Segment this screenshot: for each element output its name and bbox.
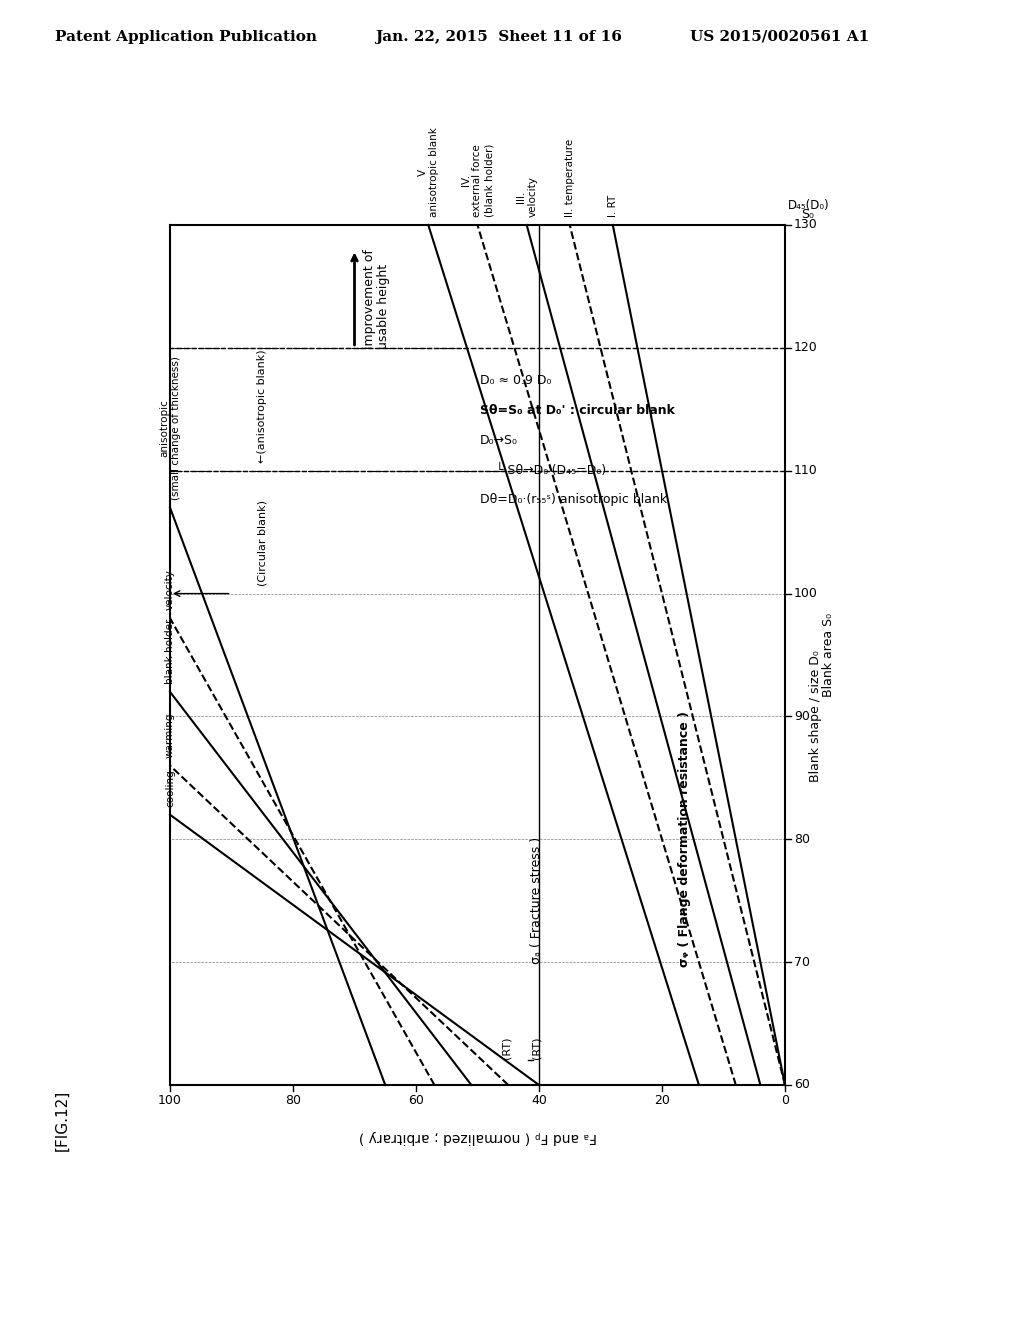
Text: 60: 60 — [794, 1078, 810, 1092]
Text: I. RT: I. RT — [608, 195, 617, 216]
Text: Sθ=S₀ at D₀' : circular blank: Sθ=S₀ at D₀' : circular blank — [480, 404, 675, 417]
Text: improvement of
usable height: improvement of usable height — [362, 248, 390, 348]
Text: (RT): (RT) — [501, 1038, 511, 1060]
Text: Blank shape / size D₀: Blank shape / size D₀ — [809, 651, 821, 783]
Text: II. temperature: II. temperature — [565, 139, 574, 216]
Text: 120: 120 — [794, 342, 818, 354]
Text: anisotropic
(small change of thickness): anisotropic (small change of thickness) — [159, 355, 181, 499]
Text: └ Sθ→D₀'(D₄₅=D₀): └ Sθ→D₀'(D₄₅=D₀) — [480, 463, 606, 477]
Text: D₀→S₀: D₀→S₀ — [480, 433, 518, 446]
Text: Fₐ and Fₚ ( normalized ; arbitrary ): Fₐ and Fₚ ( normalized ; arbitrary ) — [358, 1130, 597, 1144]
Text: Patent Application Publication: Patent Application Publication — [55, 30, 317, 44]
Text: S₀: S₀ — [801, 209, 814, 222]
Text: warming: warming — [165, 711, 175, 758]
Text: σᵩ ( Flange deformation resistance ): σᵩ ( Flange deformation resistance ) — [678, 711, 691, 968]
Text: Dθ=D₀·(r₅₅ˢ) anisotropic blank: Dθ=D₀·(r₅₅ˢ) anisotropic blank — [480, 494, 667, 507]
Text: 90: 90 — [794, 710, 810, 723]
Text: 60: 60 — [408, 1094, 424, 1107]
Text: 20: 20 — [654, 1094, 670, 1107]
Text: Blank area S₀: Blank area S₀ — [822, 612, 836, 697]
Text: [FIG.12]: [FIG.12] — [55, 1089, 70, 1151]
Text: 110: 110 — [794, 465, 818, 478]
Text: 40: 40 — [531, 1094, 547, 1107]
Text: 70: 70 — [794, 956, 810, 969]
Text: blank holder: blank holder — [165, 619, 175, 684]
Text: V
anisotropic blank: V anisotropic blank — [418, 127, 439, 216]
Text: 100: 100 — [158, 1094, 182, 1107]
Text: ←(anisotropic blank): ←(anisotropic blank) — [257, 348, 267, 463]
Text: (RT): (RT) — [531, 1038, 542, 1060]
Text: IV.
external force
(blank holder): IV. external force (blank holder) — [461, 144, 495, 216]
Text: D₄₅(D₀): D₄₅(D₀) — [788, 198, 829, 211]
Text: 80: 80 — [285, 1094, 301, 1107]
Text: cooling: cooling — [165, 770, 175, 807]
Text: 80: 80 — [794, 833, 810, 846]
Text: 130: 130 — [794, 219, 818, 231]
Text: velocity: velocity — [165, 569, 175, 610]
Text: 0: 0 — [781, 1094, 790, 1107]
Text: σₐ ( Fracture stress ): σₐ ( Fracture stress ) — [530, 837, 544, 965]
Text: 100: 100 — [794, 587, 818, 601]
Text: (Circular blank): (Circular blank) — [257, 499, 267, 586]
Text: Jan. 22, 2015  Sheet 11 of 16: Jan. 22, 2015 Sheet 11 of 16 — [375, 30, 622, 44]
Text: III.
velocity: III. velocity — [516, 176, 538, 216]
Text: D₀ ≈ 0.9 D₀: D₀ ≈ 0.9 D₀ — [480, 374, 551, 387]
Text: US 2015/0020561 A1: US 2015/0020561 A1 — [690, 30, 869, 44]
